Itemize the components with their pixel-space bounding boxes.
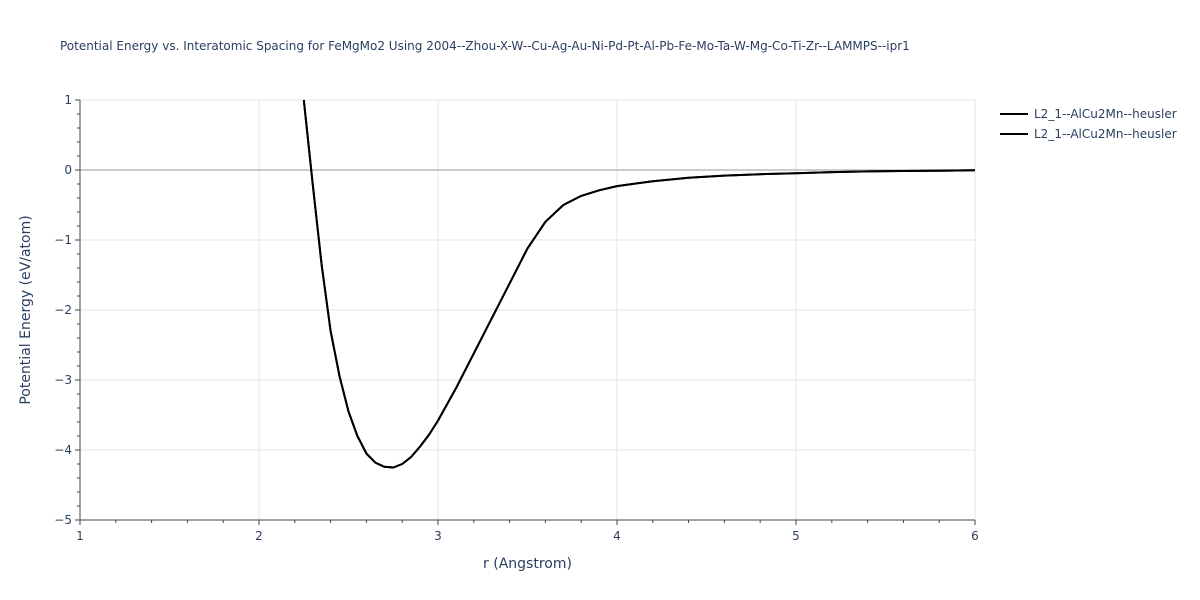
legend[interactable]: L2_1--AlCu2Mn--heusler L2_1--AlCu2Mn--heu… bbox=[1000, 107, 1177, 141]
series-line-1 bbox=[302, 99, 976, 469]
series-group bbox=[302, 99, 976, 469]
x-tick-label: 3 bbox=[434, 529, 442, 543]
legend-item-1[interactable]: L2_1--AlCu2Mn--heusler bbox=[1000, 107, 1177, 121]
y-tick-label: 1 bbox=[64, 93, 72, 107]
x-tick-label: 4 bbox=[613, 529, 621, 543]
x-axis-label: r (Angstrom) bbox=[483, 556, 572, 572]
y-tick-label: −1 bbox=[54, 233, 72, 247]
series-line-2 bbox=[302, 99, 976, 469]
x-tick-label: 6 bbox=[971, 529, 979, 543]
x-tick-label: 1 bbox=[76, 529, 84, 543]
legend-label: L2_1--AlCu2Mn--heusler bbox=[1034, 107, 1177, 121]
y-tick-label: −5 bbox=[54, 513, 72, 527]
legend-label: L2_1--AlCu2Mn--heusler bbox=[1034, 127, 1177, 141]
y-tick-label: 0 bbox=[64, 163, 72, 177]
y-axis-label: Potential Energy (eV/atom) bbox=[18, 215, 34, 404]
x-tick-label: 5 bbox=[792, 529, 800, 543]
axes: 1 2 3 4 5 6 1 0 −1 −2 −3 −4 −5 bbox=[54, 93, 979, 543]
grid bbox=[80, 99, 976, 520]
y-tick-label: −2 bbox=[54, 303, 72, 317]
y-tick-label: −4 bbox=[54, 443, 72, 457]
x-tick-label: 2 bbox=[255, 529, 263, 543]
legend-item-2[interactable]: L2_1--AlCu2Mn--heusler bbox=[1000, 127, 1177, 141]
y-tick-label: −3 bbox=[54, 373, 72, 387]
chart-title: Potential Energy vs. Interatomic Spacing… bbox=[60, 39, 910, 53]
